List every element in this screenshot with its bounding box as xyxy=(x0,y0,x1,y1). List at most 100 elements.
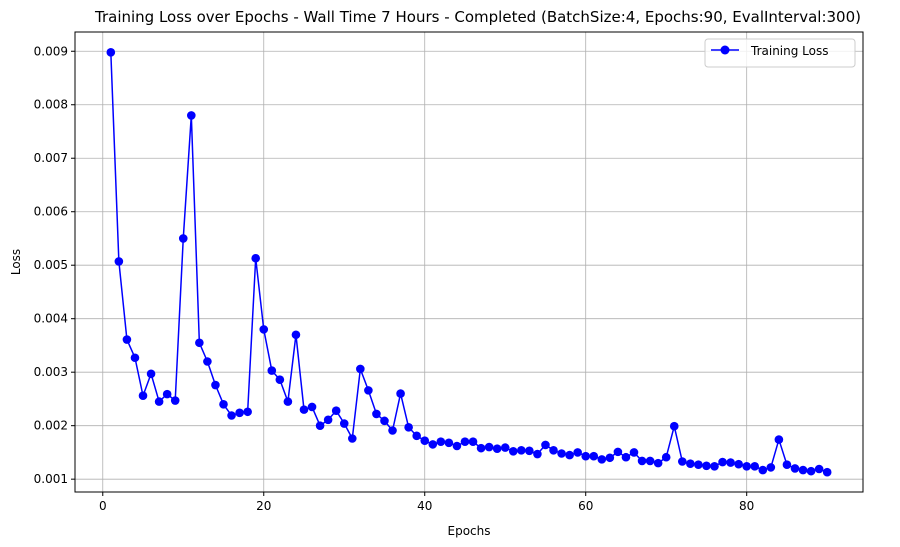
data-point xyxy=(621,452,631,462)
data-point xyxy=(669,421,679,431)
data-point xyxy=(299,405,309,414)
series-layer xyxy=(106,48,832,477)
data-point xyxy=(468,437,478,447)
x-tick-label: 80 xyxy=(739,499,754,513)
data-point xyxy=(388,426,397,435)
data-point xyxy=(106,48,116,57)
y-tick-label: 0.001 xyxy=(34,472,68,486)
data-point xyxy=(653,458,663,468)
data-point xyxy=(444,438,454,448)
data-point xyxy=(460,437,470,447)
data-point xyxy=(710,462,719,471)
legend-box xyxy=(704,38,856,68)
data-point xyxy=(573,448,582,457)
data-point xyxy=(251,253,261,263)
y-tick-label: 0.008 xyxy=(34,98,68,112)
data-point xyxy=(806,466,816,476)
data-point xyxy=(758,465,768,475)
x-tick-label: 20 xyxy=(256,499,271,513)
data-point xyxy=(517,445,526,455)
data-point xyxy=(380,416,389,426)
data-point xyxy=(484,442,494,452)
data-point xyxy=(541,440,550,450)
data-point xyxy=(187,111,196,120)
y-tick-label: 0.003 xyxy=(34,365,68,379)
data-point xyxy=(766,463,776,472)
data-point xyxy=(645,456,655,466)
y-tick-label: 0.007 xyxy=(34,151,68,165)
data-point xyxy=(331,406,341,415)
data-point xyxy=(428,440,438,449)
data-point xyxy=(396,389,405,398)
data-point xyxy=(138,391,148,401)
data-point xyxy=(114,257,124,266)
data-point xyxy=(782,460,792,470)
x-tick-label: 0 xyxy=(99,499,107,513)
data-point xyxy=(283,397,293,406)
data-point xyxy=(275,375,285,384)
data-point xyxy=(814,464,824,474)
data-point xyxy=(605,453,615,463)
data-point xyxy=(412,431,421,441)
series-line xyxy=(110,52,828,473)
data-point xyxy=(219,399,228,409)
data-point xyxy=(790,464,800,473)
data-point xyxy=(307,402,317,412)
data-point xyxy=(822,467,832,477)
data-point xyxy=(195,338,204,348)
data-point xyxy=(589,451,599,461)
data-point xyxy=(476,443,486,453)
y-tick-label: 0.009 xyxy=(34,44,68,58)
data-point xyxy=(774,435,784,444)
data-point xyxy=(500,443,510,452)
legend-marker xyxy=(720,45,730,55)
data-point xyxy=(404,422,413,432)
data-point xyxy=(154,397,164,406)
data-point xyxy=(677,457,687,466)
data-point xyxy=(267,366,277,375)
data-point xyxy=(726,458,735,467)
data-point xyxy=(178,234,188,243)
x-axis-label: Epochs xyxy=(448,524,491,538)
data-point xyxy=(203,357,212,366)
legend: Training Loss xyxy=(704,38,856,68)
data-point xyxy=(162,389,172,399)
data-point xyxy=(452,441,462,451)
y-ticks: 0.001 0.002 0.003 0.004 0.005 0.006 0.007 0.008… xyxy=(34,44,75,486)
data-point xyxy=(364,386,373,395)
grid xyxy=(75,32,863,492)
y-tick-label: 0.004 xyxy=(34,312,68,326)
data-point xyxy=(492,444,502,453)
data-point xyxy=(734,459,743,469)
data-point xyxy=(508,447,518,456)
data-point xyxy=(565,450,574,460)
data-point xyxy=(686,459,695,468)
data-point xyxy=(702,461,711,471)
x-tick-label: 40 xyxy=(417,499,432,513)
y-axis-label: Loss xyxy=(9,249,23,275)
data-point xyxy=(339,419,349,428)
data-point xyxy=(347,434,357,443)
data-point xyxy=(694,460,703,470)
x-tick-label: 60 xyxy=(578,499,593,513)
data-point xyxy=(581,451,591,461)
data-point xyxy=(525,446,534,456)
data-point xyxy=(557,449,566,458)
data-point xyxy=(661,452,671,462)
y-tick-label: 0.002 xyxy=(34,419,68,433)
data-point xyxy=(211,380,220,390)
data-point xyxy=(420,436,430,445)
data-point xyxy=(170,396,180,405)
data-point xyxy=(291,330,301,340)
legend-label: Training Loss xyxy=(750,44,828,58)
data-point xyxy=(122,335,132,344)
plot-frame xyxy=(74,31,864,493)
data-point xyxy=(533,449,542,459)
data-point xyxy=(315,421,325,430)
data-point xyxy=(146,369,156,379)
data-point xyxy=(613,447,623,457)
data-point xyxy=(356,364,365,374)
data-point xyxy=(718,457,727,467)
y-tick-label: 0.005 xyxy=(34,258,68,272)
